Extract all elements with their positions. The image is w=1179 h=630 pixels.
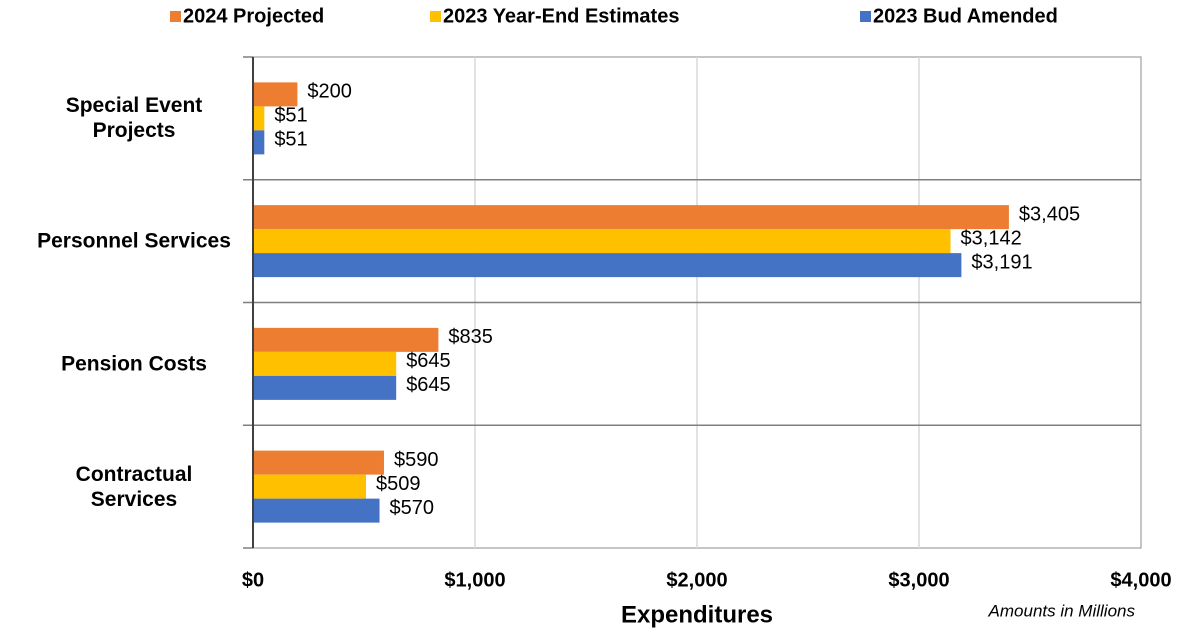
legend-swatch xyxy=(170,11,181,22)
data-label: $590 xyxy=(394,449,439,471)
data-label: $835 xyxy=(448,326,493,348)
annotation: Amounts in Millions xyxy=(988,601,1136,620)
bar xyxy=(253,351,397,376)
legend-label: 2023 Year-End Estimates xyxy=(443,5,679,27)
data-label: $645 xyxy=(406,374,451,396)
bar xyxy=(253,106,265,131)
y-tick-label: Special Event Projects xyxy=(65,94,203,143)
x-tick-label: $0 xyxy=(242,569,264,591)
bar xyxy=(253,327,439,352)
y-tick-label: Pension Costs xyxy=(61,352,207,376)
bar xyxy=(253,253,962,278)
data-label: $3,142 xyxy=(961,227,1022,249)
x-tick-label: $3,000 xyxy=(888,569,949,591)
x-tick-label: $4,000 xyxy=(1110,569,1171,591)
data-label: $509 xyxy=(376,473,421,495)
data-label: $51 xyxy=(274,129,307,151)
legend-label: 2023 Bud Amended xyxy=(873,5,1058,27)
data-label: $51 xyxy=(274,105,307,127)
bar xyxy=(253,450,384,475)
x-tick-label: $2,000 xyxy=(666,569,727,591)
y-tick-label: Personnel Services xyxy=(37,229,231,253)
legend-swatch xyxy=(860,11,871,22)
data-label: $645 xyxy=(406,350,451,372)
bar xyxy=(253,375,397,400)
y-tick-label: Contractual Services xyxy=(75,462,193,511)
bar xyxy=(253,205,1009,230)
bar xyxy=(253,498,380,523)
bar xyxy=(253,82,298,107)
bar xyxy=(253,130,265,155)
legend-label: 2024 Projected xyxy=(183,5,324,27)
bar xyxy=(253,229,951,254)
data-label: $3,191 xyxy=(971,251,1032,273)
x-axis-title: Expenditures xyxy=(621,601,773,628)
data-label: $3,405 xyxy=(1019,203,1080,225)
data-label: $200 xyxy=(307,81,352,103)
bar xyxy=(253,474,366,499)
data-label: $570 xyxy=(390,497,435,519)
x-tick-label: $1,000 xyxy=(444,569,505,591)
legend-swatch xyxy=(430,11,441,22)
